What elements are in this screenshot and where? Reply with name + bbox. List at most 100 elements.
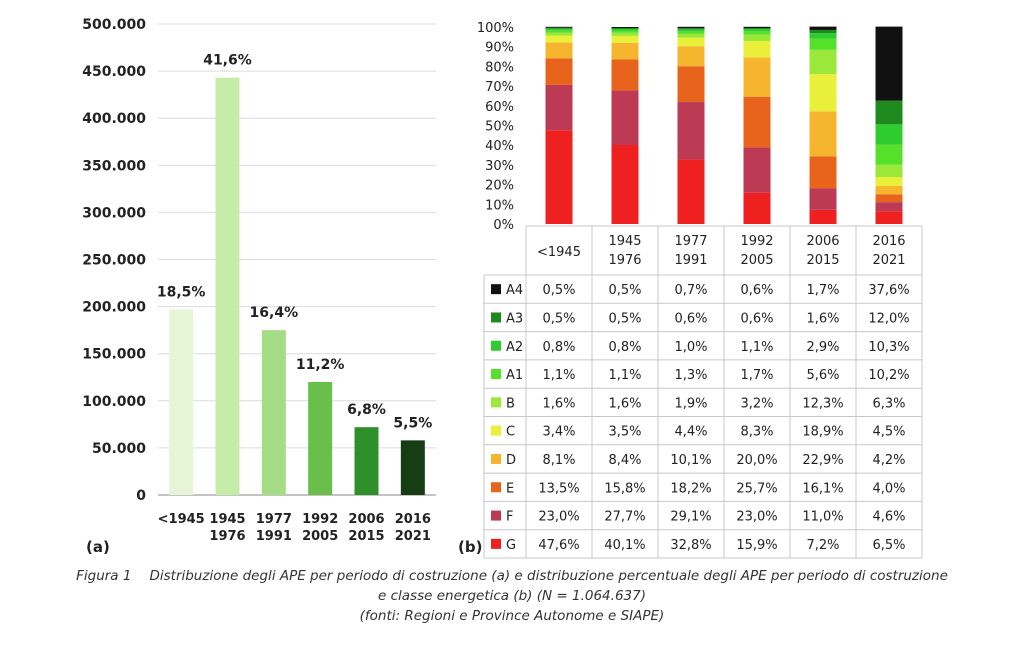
chart-b-legend-label: G [506, 538, 516, 553]
chart-b-legend-label: A3 [506, 311, 523, 326]
chart-a-ytick-label: 200.000 [82, 300, 146, 316]
chart-b-table-cell: 7,2% [806, 538, 839, 553]
chart-b-table-cell: 3,2% [740, 396, 773, 411]
chart-b-bar-segment [611, 90, 639, 146]
chart-b-table-cell: 12,3% [802, 396, 843, 411]
chart-b-bar-segment [875, 144, 903, 165]
chart-b-bar-segment [545, 28, 573, 31]
chart-b-table-cell: 0,5% [608, 311, 641, 326]
chart-b-bar-segment [545, 130, 573, 224]
chart-b-bar-segment [743, 34, 771, 41]
chart-b-bar-segment [677, 29, 705, 32]
chart-a-xtick-label: 2005 [302, 529, 338, 544]
chart-b-bar-segment [809, 156, 837, 189]
chart-b-table-cell: 22,9% [802, 453, 843, 468]
chart-b-bar-segment [545, 42, 573, 59]
chart-b-bar-segment [809, 29, 837, 34]
chart-b-table-cell: 0,5% [542, 311, 575, 326]
chart-b-table-cell: 1,6% [608, 396, 641, 411]
chart-b-bar-segment [809, 33, 837, 39]
chart-b-bar-segment [611, 27, 639, 29]
chart-b-bar-segment [809, 111, 837, 157]
chart-a-ytick-label: 500.000 [82, 17, 146, 33]
chart-a-ytick-label: 350.000 [82, 158, 146, 174]
chart-a-panel-label: (a) [86, 538, 110, 556]
chart-b-table-cell: 8,3% [740, 425, 773, 440]
chart-b-legend-swatch [491, 397, 501, 408]
chart-b-bar-segment [809, 188, 837, 210]
chart-a-ytick-label: 50.000 [92, 441, 146, 457]
chart-a-bar [215, 77, 240, 495]
chart-b-energy-class-distribution: 0% 10% 20% 30% 40% 50% 60% 70% 80% 90% 100% <1945 19… [458, 21, 923, 559]
chart-a-ytick-label: 250.000 [82, 253, 146, 269]
chart-b-bar-segment [875, 164, 903, 178]
chart-b-ytick-label: 80% [485, 60, 514, 75]
chart-b-table-cell: 8,4% [608, 453, 641, 468]
chart-b-bar-segment [545, 32, 573, 36]
chart-b-table-cell: 37,6% [868, 283, 909, 298]
chart-b-column-header: 1992 [740, 234, 773, 249]
chart-b-table-cell: 1,7% [740, 368, 773, 383]
chart-a-ytick-label: 0 [136, 488, 146, 504]
chart-b-table-cell: 5,6% [806, 368, 839, 383]
chart-b-bar-segment [677, 46, 705, 67]
chart-b-bar-segment [677, 31, 705, 34]
chart-b-legend-label: C [506, 425, 515, 440]
chart-b-bar-segment [875, 185, 903, 195]
chart-b-bar-segment [677, 37, 705, 47]
chart-b-bar-segment [743, 96, 771, 148]
chart-b-bar-segment [743, 27, 771, 30]
chart-a-apes-by-construction-period: 0 50.000 100.000 150.000 200.000 250.000 300.0… [82, 17, 436, 556]
chart-b-table-cell: 0,6% [740, 283, 773, 298]
chart-a-bar [261, 330, 286, 495]
chart-b-legend-label: F [506, 510, 513, 525]
chart-a-xtick-label: 1976 [209, 529, 245, 544]
chart-b-ytick-label: 100% [477, 21, 514, 36]
chart-b-bar-segment [545, 35, 573, 43]
chart-b-bar-segment [875, 194, 903, 203]
chart-b-ytick-label: 50% [485, 120, 514, 135]
chart-b-legend-swatch [491, 312, 501, 323]
chart-b-legend-swatch [491, 425, 501, 436]
chart-a-xtick-label: 2016 [395, 512, 431, 527]
chart-a-data-label: 6,8% [347, 402, 386, 418]
chart-b-legend-swatch [491, 340, 501, 351]
chart-b-legend-swatch [491, 482, 501, 493]
chart-b-table-cell: 11,0% [802, 510, 843, 525]
figure-caption-line-2: e classe energetica (b) (N = 1.064.637) [378, 588, 646, 604]
chart-b-table-cell: 18,9% [802, 425, 843, 440]
chart-b-bar-segment [545, 58, 573, 85]
chart-b-table-cell: 23,0% [736, 510, 777, 525]
chart-b-bar-segment [677, 66, 705, 103]
chart-b-bar-segment [875, 100, 903, 125]
chart-b-legend-swatch [491, 453, 501, 464]
chart-b-bar-segment [545, 30, 573, 33]
chart-b-table-cell: 4,0% [872, 481, 905, 496]
chart-b-bar-segment [611, 59, 639, 91]
chart-b-column-header: 2005 [740, 253, 773, 268]
chart-a-bar [169, 309, 194, 495]
chart-b-table-cell: 4,4% [674, 425, 707, 440]
chart-b-column-header: 1945 [608, 234, 641, 249]
chart-b-table-cell: 10,2% [868, 368, 909, 383]
chart-b-table-cell: 3,5% [608, 425, 641, 440]
chart-b-table-cell: 13,5% [538, 481, 579, 496]
chart-a-xtick-label: 1991 [256, 529, 292, 544]
chart-b-column-header: 2015 [806, 253, 839, 268]
chart-a-ytick-label: 450.000 [82, 64, 146, 80]
chart-b-table-cell: 1,0% [674, 340, 707, 355]
chart-b-table-cell: 2,9% [806, 340, 839, 355]
chart-b-column-header: 2021 [872, 253, 905, 268]
chart-b-table-cell: 12,0% [868, 311, 909, 326]
chart-b-table-cell: 6,5% [872, 538, 905, 553]
chart-b-legend-swatch [491, 284, 501, 295]
chart-b-bar-segment [743, 31, 771, 35]
chart-b-bar-segment [875, 202, 903, 212]
figure-caption-label: Figura 1 [76, 568, 132, 584]
chart-a-data-label: 16,4% [250, 305, 299, 321]
chart-a-data-label: 11,2% [296, 357, 345, 373]
chart-b-table-cell: 18,2% [670, 481, 711, 496]
chart-b-table-cell: 0,7% [674, 283, 707, 298]
chart-a-xtick-label: 1945 [209, 512, 245, 527]
